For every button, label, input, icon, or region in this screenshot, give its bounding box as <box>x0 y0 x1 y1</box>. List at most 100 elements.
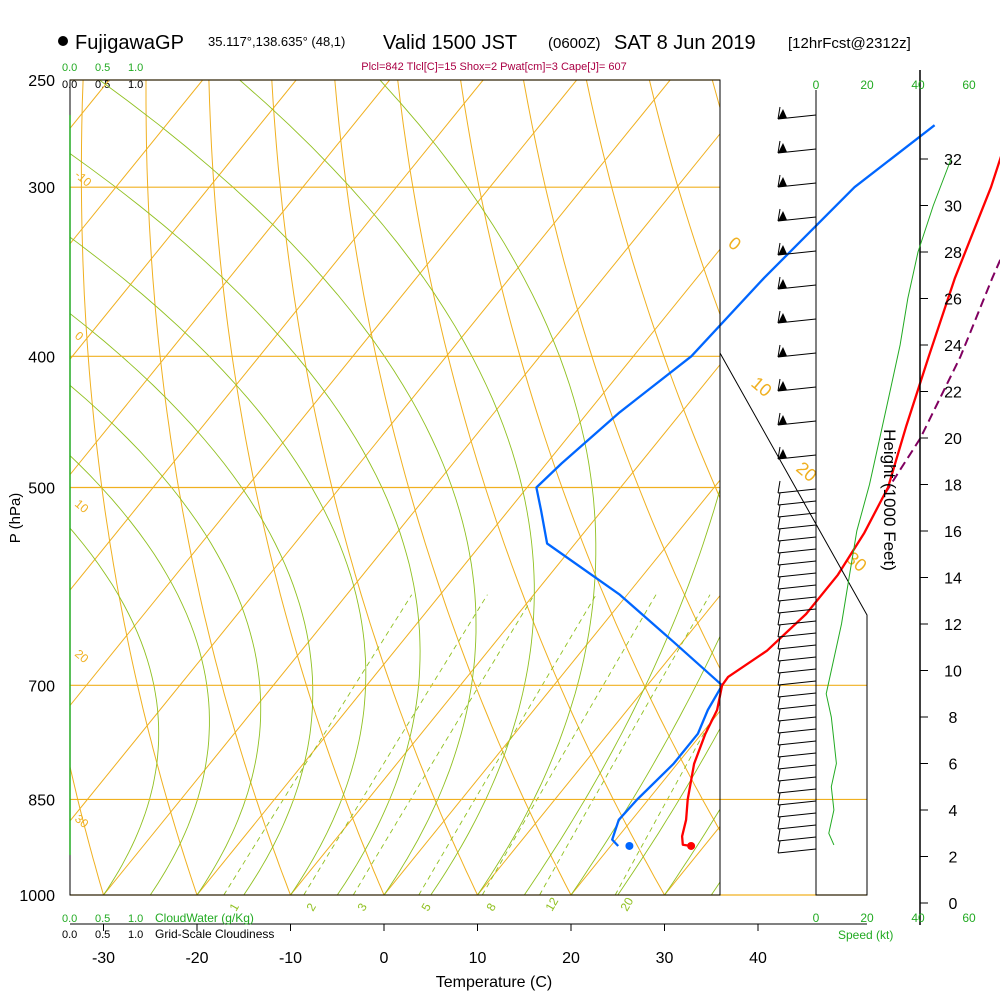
height-tick-label: 10 <box>944 664 962 681</box>
wind-barb <box>777 242 817 256</box>
wind-barb <box>777 106 817 120</box>
moist-adiabat-line <box>70 152 421 895</box>
wind-barb <box>777 840 817 854</box>
wind-barb <box>777 624 817 638</box>
wind-barb <box>777 310 817 324</box>
wind-barb <box>777 744 817 758</box>
cloudwater-label: CloudWater (g/Kg) <box>155 911 254 925</box>
wind-barb <box>777 276 817 290</box>
wind-barb <box>777 504 817 518</box>
mixing-ratio-label: 20 <box>617 895 636 914</box>
dry-adiabat-line <box>523 80 720 670</box>
pressure-tick-label: 700 <box>28 678 55 695</box>
wind-barb <box>777 480 817 494</box>
wind-barb <box>777 828 817 842</box>
station-bullet-icon <box>58 36 68 46</box>
wind-barb <box>777 672 817 686</box>
height-tick-label: 16 <box>944 524 962 541</box>
moist-adiabat-line <box>70 527 160 895</box>
wind-barb <box>777 612 817 626</box>
height-tick-label: 26 <box>944 292 962 309</box>
temperature-tick-label: 30 <box>656 950 674 967</box>
moist-adiabat-line <box>523 487 720 895</box>
moist-adiabat-line <box>239 80 535 895</box>
dry-adiabat-line <box>208 80 385 895</box>
top-scale-green-2: 1.0 <box>128 62 143 74</box>
wind-barb <box>777 140 817 154</box>
wind-barb <box>777 552 817 566</box>
top-scale-black-1: 0.5 <box>95 79 110 91</box>
wind-barb <box>777 708 817 722</box>
speed-tick-top-60: 60 <box>962 78 976 92</box>
moist-adiabat-line <box>99 80 477 895</box>
moist-adiabat-line <box>379 80 597 895</box>
temperature-tick-label: 10 <box>469 950 487 967</box>
dry-adiabat-line <box>70 764 104 895</box>
wind-barb <box>777 816 817 830</box>
sounding-profiles <box>535 124 1000 850</box>
top-scale-green-0: 0.0 <box>62 62 77 74</box>
temperature-tick-label: -30 <box>92 950 115 967</box>
isotherm-line <box>70 80 391 476</box>
speed-tick-bottom-40: 40 <box>911 911 925 925</box>
mixing-ratio-line <box>223 594 413 895</box>
moist-adiabat-line <box>70 313 314 895</box>
bottom-scale-black-0: 0.0 <box>62 929 77 941</box>
bottom-scale-black-1: 0.5 <box>95 929 110 941</box>
height-tick-label: 18 <box>944 478 962 495</box>
isotherm-line <box>477 594 720 895</box>
valid-zulu: (0600Z) <box>548 35 601 52</box>
temperature-tick-label: -20 <box>185 950 208 967</box>
surface-dewpoint-dot <box>625 841 634 850</box>
cloudiness-label: Grid-Scale Cloudiness <box>155 927 274 941</box>
top-scale-black-2: 1.0 <box>128 79 143 91</box>
wind-barb <box>777 648 817 662</box>
wind-barb <box>777 696 817 710</box>
temperature-tick-label: -10 <box>279 950 302 967</box>
moist-adiabat-line <box>70 454 210 895</box>
wind-barb <box>777 174 817 188</box>
height-tick-label: 24 <box>944 338 962 355</box>
speed-tick-top-40: 40 <box>911 78 925 92</box>
wind-barb <box>777 588 817 602</box>
bottom-scale-green-2: 1.0 <box>128 913 143 925</box>
isotherm-line <box>70 80 204 245</box>
pressure-tick-label: 400 <box>28 349 55 366</box>
wind-barb <box>777 780 817 794</box>
speed-tick-top-0: 0 <box>813 78 820 92</box>
height-tick-label: 20 <box>944 431 962 448</box>
speed-tick-top-20: 20 <box>860 78 874 92</box>
wind-barb <box>777 636 817 650</box>
wind-barb <box>777 660 817 674</box>
wind-barb <box>777 540 817 554</box>
mixing-ratio-label: 12 <box>542 895 561 914</box>
temperature-profile-line <box>680 155 1000 848</box>
top-scale-green-1: 0.5 <box>95 62 110 74</box>
height-tick-label: 22 <box>944 385 962 402</box>
speed-tick-bottom-0: 0 <box>813 911 820 925</box>
station-name: FujigawaGP <box>75 32 184 54</box>
speed-tick-bottom-60: 60 <box>962 911 976 925</box>
height-tick-label: 2 <box>949 850 958 867</box>
bottom-scale-black-2: 1.0 <box>128 929 143 941</box>
dewpoint-profile-line <box>535 124 936 847</box>
wind-barb <box>777 564 817 578</box>
height-tick-label: 32 <box>944 152 962 169</box>
height-tick-label: 30 <box>944 199 962 216</box>
dry-adiabat-line <box>80 80 198 895</box>
wind-barb <box>777 208 817 222</box>
x-axis-title: Temperature (C) <box>436 974 552 991</box>
pressure-tick-label: 500 <box>28 481 55 498</box>
wind-barb <box>777 804 817 818</box>
height-tick-label: 4 <box>949 803 958 820</box>
pressure-tick-label: 250 <box>28 73 55 90</box>
dry-adiabat-line <box>334 80 572 895</box>
y-axis-title: P (hPa) <box>7 493 24 544</box>
temperature-tick-label: 0 <box>380 950 389 967</box>
mixing-ratio-line <box>303 594 488 895</box>
height-tick-label: 14 <box>944 571 962 588</box>
height-tick-label: 8 <box>949 710 958 727</box>
wind-barb <box>777 412 817 426</box>
wind-barb <box>777 720 817 734</box>
